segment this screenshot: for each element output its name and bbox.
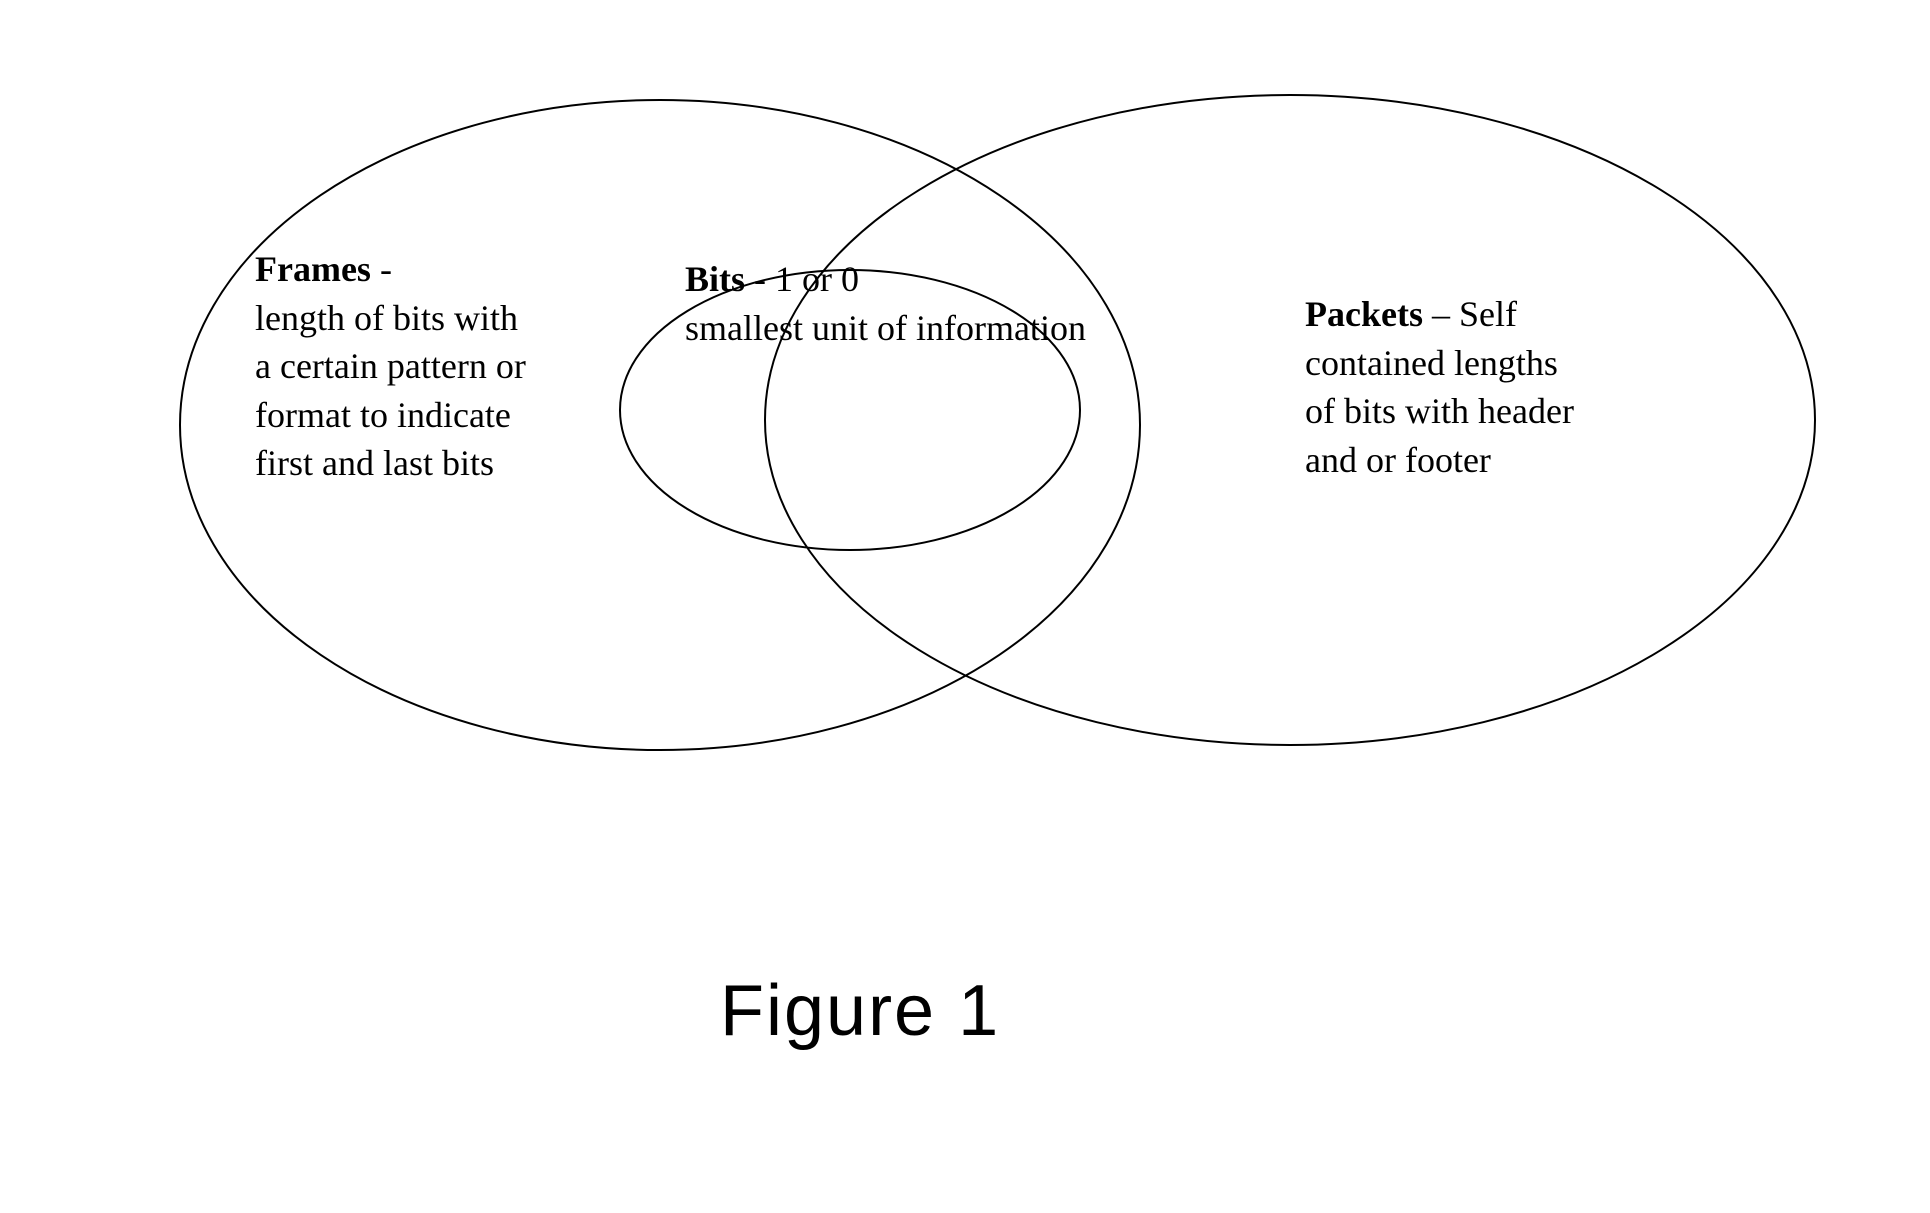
packets-title: Packets (1305, 294, 1423, 334)
packets-separator: – Self (1423, 294, 1517, 334)
packets-line2: of bits with header (1305, 391, 1574, 431)
ellipse-right-packets (765, 95, 1815, 745)
figure-caption: Figure 1 (720, 970, 1000, 1052)
bits-separator: - 1 or 0 (745, 259, 859, 299)
frames-separator: - (371, 249, 392, 289)
frames-line3: format to indicate (255, 395, 511, 435)
packets-line1: contained lengths (1305, 343, 1558, 383)
bits-label: Bits - 1 or 0 smallest unit of informati… (685, 255, 1086, 352)
frames-line2: a certain pattern or (255, 346, 526, 386)
venn-diagram-container: Frames - length of bits with a certain p… (0, 0, 1930, 1213)
frames-line4: first and last bits (255, 443, 494, 483)
caption-text: Figure 1 (720, 971, 1000, 1051)
packets-line3: and or footer (1305, 440, 1491, 480)
packets-label: Packets – Self contained lengths of bits… (1305, 290, 1574, 484)
frames-line1: length of bits with (255, 298, 518, 338)
bits-line1: smallest unit of information (685, 308, 1086, 348)
bits-title: Bits (685, 259, 745, 299)
frames-title: Frames (255, 249, 371, 289)
frames-label: Frames - length of bits with a certain p… (255, 245, 526, 488)
